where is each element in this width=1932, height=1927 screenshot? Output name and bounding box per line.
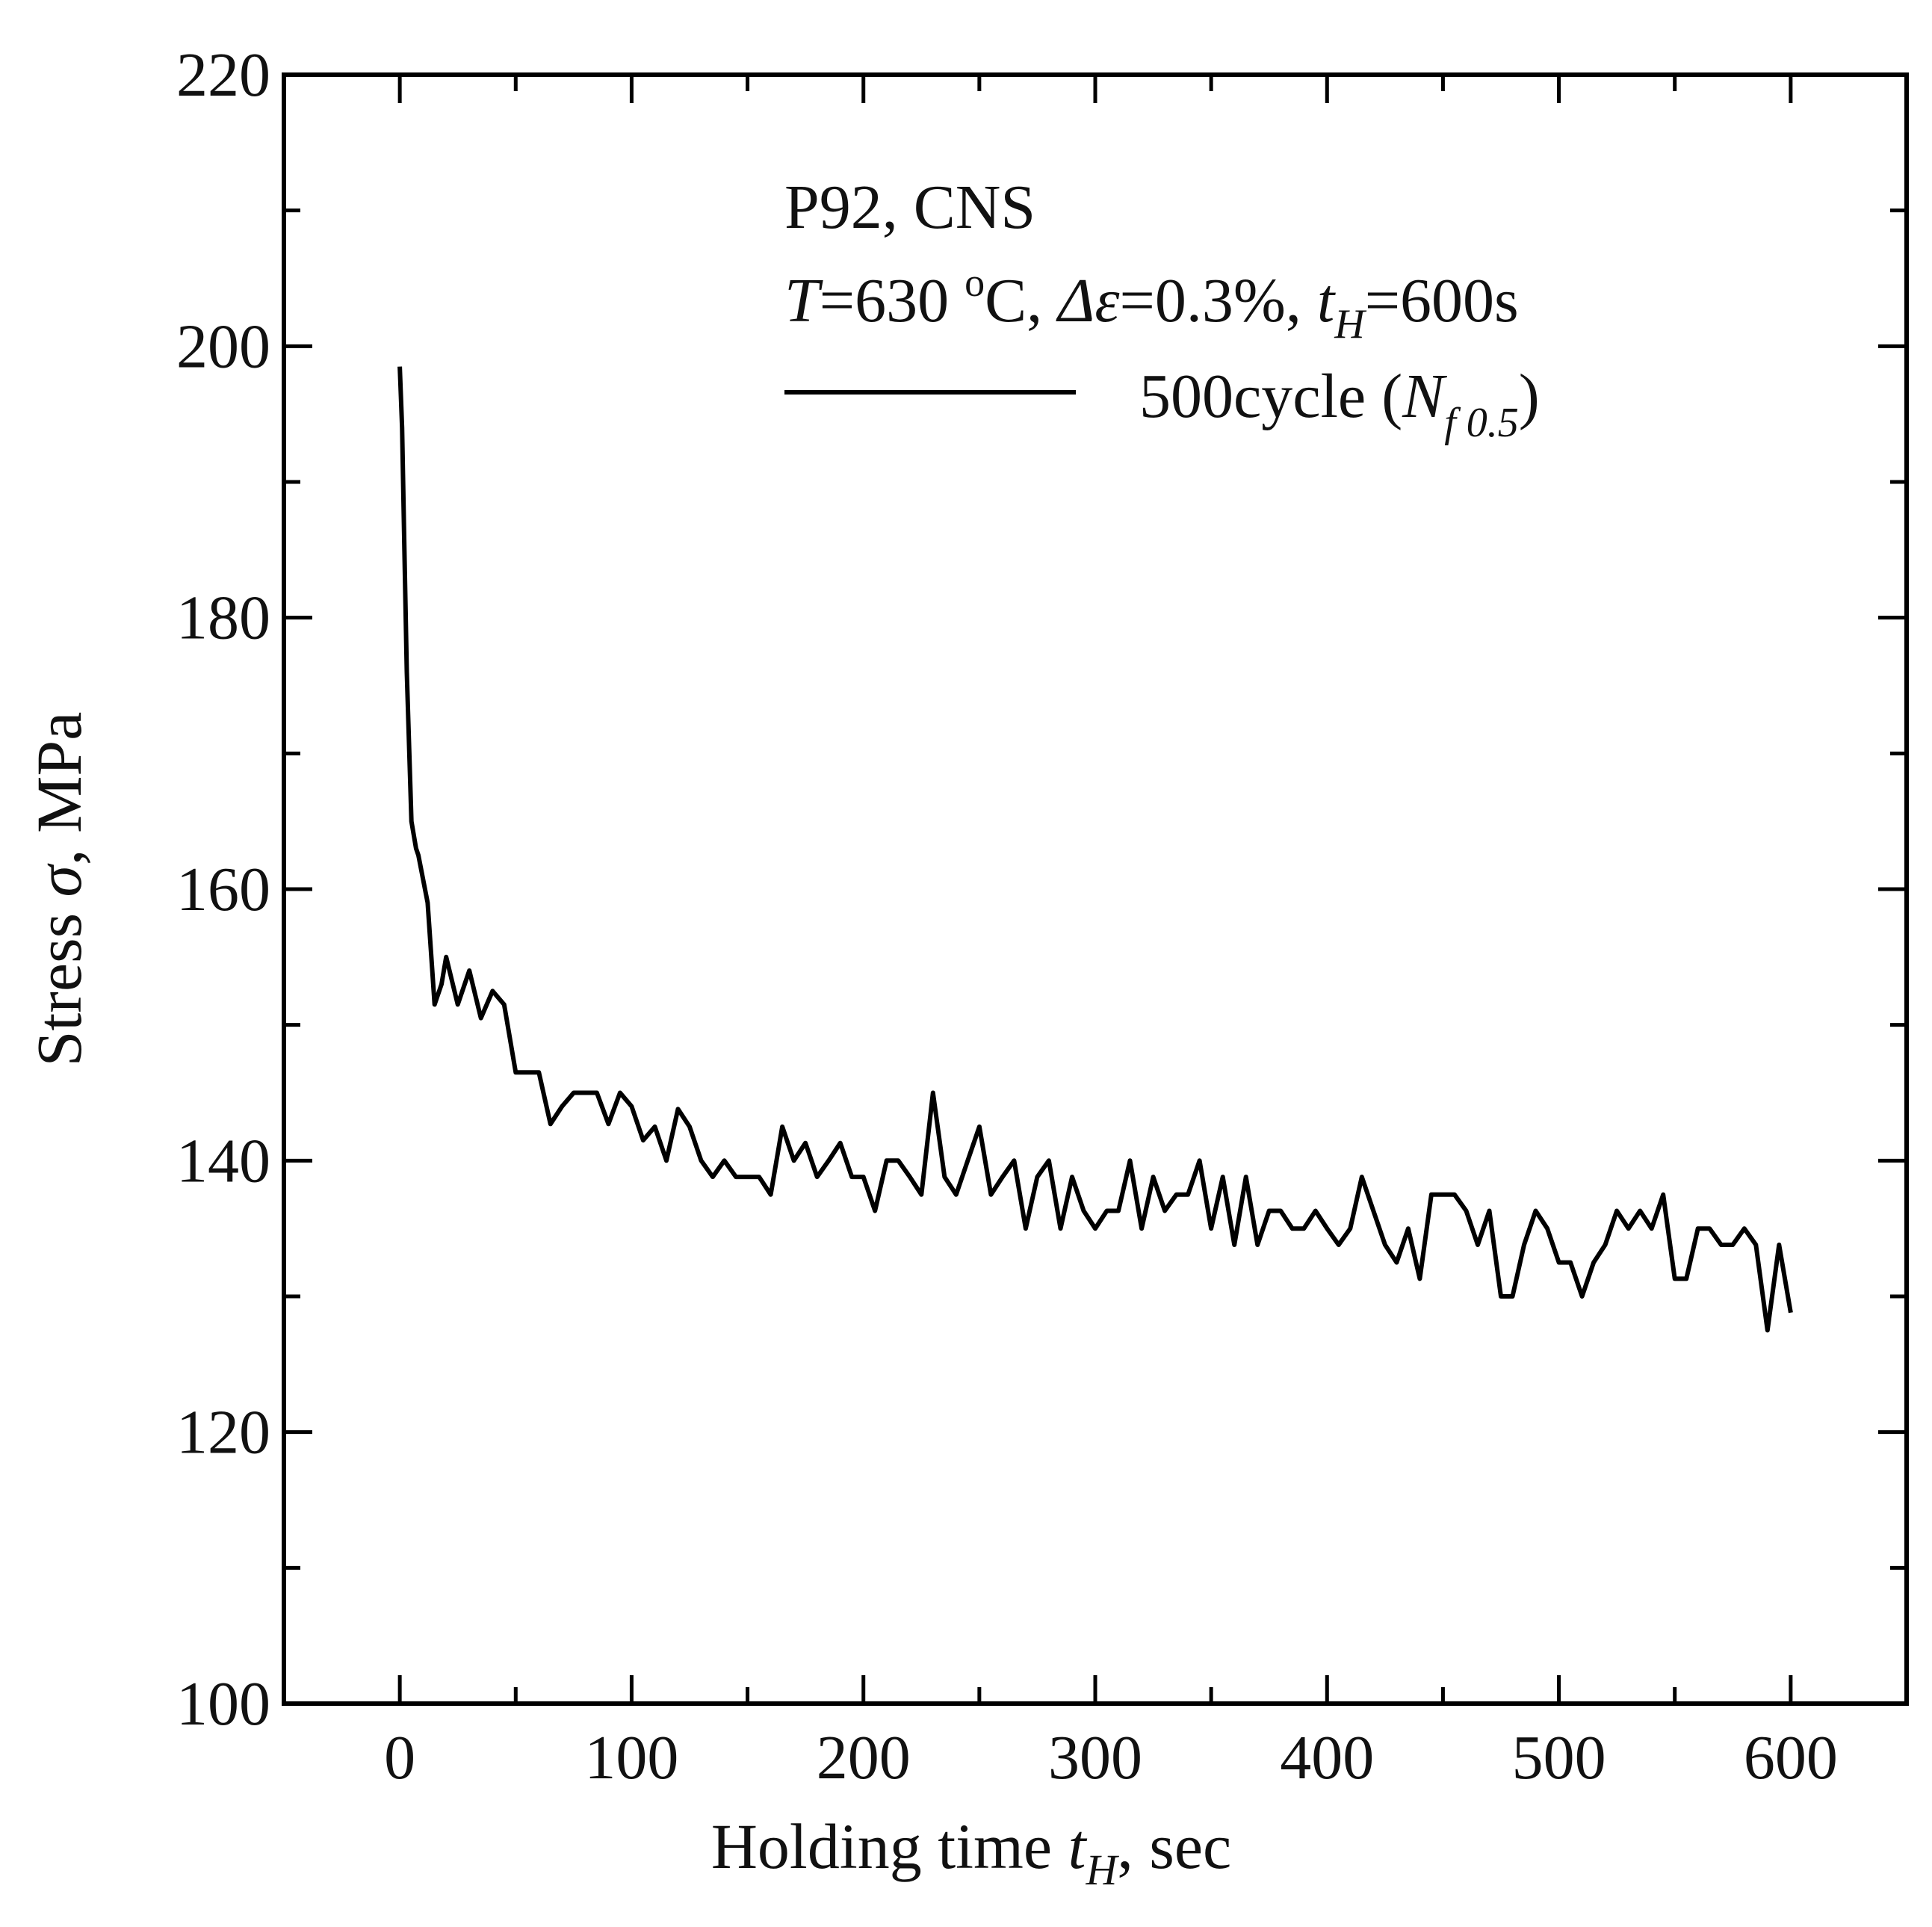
annotation-line1: P92, CNS — [784, 173, 1035, 242]
y-axis-label-text: Stress — [23, 897, 95, 1066]
annotation-line2: T=630 oC, Δε=0.3%, tH=600s — [784, 260, 1519, 347]
x-tick-label: 0 — [384, 1723, 415, 1793]
legend-entry-name: 500cycle — [1139, 362, 1366, 431]
x-tick-label: 100 — [584, 1723, 678, 1793]
annotation-T-value: =630 — [820, 266, 965, 335]
annotation-t-sub: H — [1334, 301, 1366, 347]
tick-labels: 0 100 200 300 400 500 600 100 120 140 160 180 200 220 — [176, 40, 1838, 1793]
x-axis-label-var: t — [1068, 1810, 1088, 1882]
x-tick-label: 200 — [817, 1723, 911, 1793]
y-tick-label: 220 — [176, 40, 270, 110]
axis-ticks — [284, 75, 1907, 1704]
y-tick-label: 160 — [176, 855, 270, 924]
legend-entry: 500cycle (Nf 0.5) — [1139, 362, 1540, 446]
series-line-500cycle — [397, 366, 1793, 1333]
y-tick-label: 100 — [176, 1669, 270, 1739]
x-axis-label-unit: , sec — [1117, 1810, 1231, 1882]
annotation-degree: o — [965, 260, 985, 305]
annotation-delta-epsilon: Δε — [1056, 266, 1120, 335]
y-axis-label-var: σ — [23, 862, 95, 897]
legend-close: ) — [1519, 362, 1540, 431]
y-axis-label: Stress σ, MPa — [23, 712, 95, 1067]
y-axis-label-unit: , MPa — [23, 712, 95, 865]
annotation-strain-value: =0.3%, — [1120, 266, 1317, 335]
x-axis-label-text: Holding time — [711, 1810, 1068, 1882]
annotation-hold-value: =600s — [1365, 266, 1519, 335]
y-tick-label: 200 — [176, 312, 270, 381]
x-tick-label: 300 — [1048, 1723, 1142, 1793]
x-axis-label-sub: H — [1085, 1846, 1119, 1894]
x-tick-label: 500 — [1512, 1723, 1606, 1793]
y-tick-label: 120 — [176, 1398, 270, 1467]
annotation-T: T — [784, 266, 823, 335]
x-tick-label: 400 — [1280, 1723, 1374, 1793]
legend-open: ( — [1366, 362, 1402, 431]
legend-N: N — [1402, 362, 1447, 431]
x-tick-label: 600 — [1744, 1723, 1838, 1793]
x-axis-label: Holding time tH, sec — [711, 1810, 1231, 1894]
y-tick-label: 140 — [176, 1126, 270, 1196]
legend-N-sub: f 0.5 — [1444, 400, 1519, 446]
annotation-t: t — [1317, 266, 1337, 335]
annotation-unit: C, — [985, 266, 1058, 335]
y-tick-label: 180 — [176, 584, 270, 653]
